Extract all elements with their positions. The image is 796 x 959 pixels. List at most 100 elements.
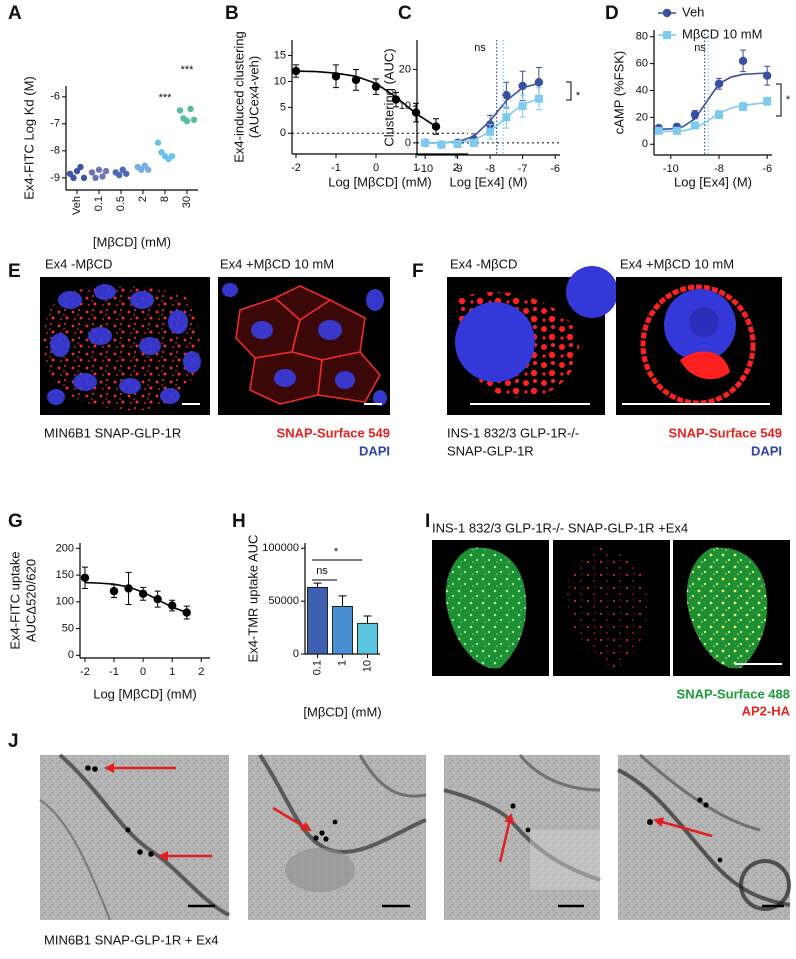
- y-axis-label: Clustering (AUC): [381, 48, 396, 146]
- point: [518, 81, 527, 91]
- x-tick-label: -10: [663, 163, 679, 175]
- point: [391, 95, 401, 104]
- annotation: ns: [474, 42, 486, 54]
- y-tick-label: 80: [636, 31, 648, 43]
- point: [77, 163, 84, 171]
- annotation: ***: [181, 64, 195, 76]
- point: [80, 573, 90, 582]
- point: [154, 139, 162, 146]
- point: [534, 78, 544, 87]
- annotation: ns: [694, 42, 706, 54]
- point: [182, 608, 191, 617]
- annotation: ns: [316, 565, 328, 577]
- point: [421, 138, 430, 147]
- x-axis-label: [MβCD] (mM): [303, 704, 381, 719]
- image-label: Ex4 +MβCD 10 mM: [620, 256, 734, 271]
- x-tick-label: 1: [336, 660, 348, 666]
- x-tick-label: 1: [169, 666, 175, 678]
- point: [138, 589, 148, 599]
- image-label: Ex4 +MβCD 10 mM: [220, 256, 334, 271]
- y-tick-label: -7: [50, 118, 60, 130]
- caption: MIN6B1 SNAP-GLP-1R: [44, 425, 181, 440]
- x-axis-label: Log [MβCD] (mM): [93, 686, 197, 701]
- y-tick-label: 200: [56, 542, 74, 554]
- y-tick-label: 20: [636, 111, 648, 123]
- y-tick-label: 10: [274, 75, 286, 87]
- x-tick-label: -6: [550, 163, 560, 175]
- error-bar: [363, 615, 372, 624]
- point: [437, 140, 446, 149]
- image-title: INS-1 832/3 GLP-1R-/- SNAP-GLP-1R +Ex4: [432, 520, 688, 535]
- bracket: [566, 81, 572, 101]
- point: [190, 116, 198, 123]
- bar: [357, 622, 378, 655]
- point: [80, 174, 88, 182]
- point: [70, 174, 77, 182]
- legend-marker: [662, 8, 672, 18]
- x-axis-label: Log [MβCD] (mM): [328, 174, 432, 189]
- em-image: [39, 753, 230, 921]
- micrograph: [553, 540, 670, 676]
- panel-letter: I: [425, 511, 430, 532]
- fit-curve: [658, 72, 768, 131]
- point: [714, 79, 724, 88]
- point: [534, 94, 543, 103]
- image-label: Ex4 -MβCD: [450, 256, 517, 271]
- em-image: [617, 753, 791, 920]
- panel-letter: F: [412, 261, 424, 282]
- annotation: *: [786, 94, 791, 106]
- y-tick-label: 0: [280, 127, 286, 139]
- x-tick-label: -6: [762, 163, 772, 175]
- point: [167, 601, 177, 610]
- panel-letter: J: [8, 731, 19, 752]
- stain-label: DAPI: [751, 443, 782, 458]
- x-tick-label: -9: [453, 163, 463, 175]
- annotation: *: [334, 546, 339, 558]
- y-tick-label: 50000: [268, 595, 299, 607]
- x-tick-label: 2: [198, 666, 204, 678]
- y-axis-label: Ex4-FITC Log Kd (M): [21, 76, 36, 200]
- fit-curve: [295, 70, 437, 128]
- stain-label: SNAP-Surface 549: [669, 425, 782, 440]
- legend-marker: [663, 31, 671, 39]
- micrograph: [218, 277, 390, 415]
- panel-letter: C: [398, 3, 412, 24]
- em-image: [248, 753, 427, 920]
- point: [518, 102, 527, 111]
- point: [124, 584, 133, 593]
- x-tick-label: -1: [109, 666, 119, 678]
- x-tick-label: 1: [413, 162, 419, 174]
- legend-label: MβCD 10 mM: [682, 26, 762, 41]
- caption: INS-1 832/3 GLP-1R-/-: [447, 425, 579, 440]
- point: [109, 586, 119, 596]
- x-tick-label: -10: [417, 163, 433, 175]
- point: [690, 121, 699, 130]
- legend-label: Veh: [682, 4, 704, 19]
- point: [331, 72, 341, 81]
- point: [88, 169, 96, 176]
- point: [486, 127, 495, 136]
- caption: SNAP-GLP-1R: [447, 443, 534, 458]
- y-axis-label: (AUCex4-veh): [246, 56, 261, 138]
- bracket: [776, 83, 782, 117]
- y-tick-label: 0: [405, 137, 411, 149]
- panel-letter: A: [8, 3, 22, 24]
- micrograph: [447, 266, 618, 415]
- annotation: *: [576, 90, 581, 102]
- point: [95, 166, 103, 173]
- point: [502, 113, 511, 122]
- x-tick-label: 0: [373, 162, 379, 174]
- y-tick-label: 100000: [262, 542, 299, 554]
- point: [371, 82, 381, 91]
- x-tick-label: 0: [140, 666, 146, 678]
- y-tick-label: 10: [399, 100, 411, 112]
- panel-letter: H: [232, 511, 246, 532]
- point: [654, 126, 663, 135]
- y-tick-label: 20: [399, 63, 411, 75]
- error-bar: [313, 582, 322, 588]
- point: [763, 97, 772, 106]
- x-tick-label: 0.1: [93, 196, 105, 211]
- x-tick-label: -7: [518, 163, 528, 175]
